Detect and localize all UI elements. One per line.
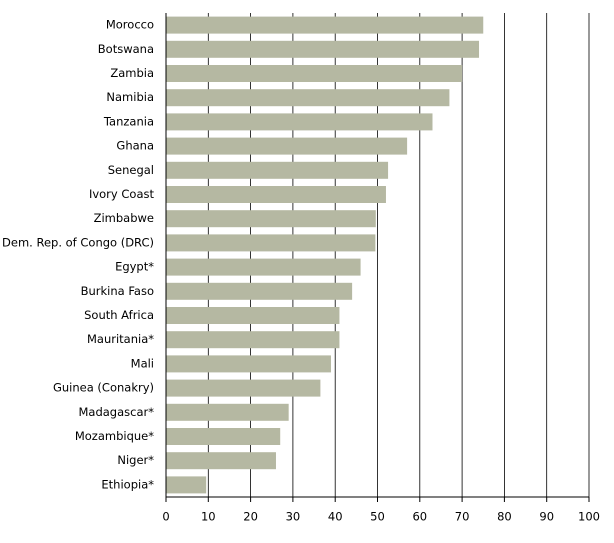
- bar: [166, 307, 340, 324]
- x-tick-label: 20: [243, 510, 258, 524]
- x-tick-label: 60: [412, 510, 427, 524]
- y-tick-label: South Africa: [84, 308, 154, 322]
- bar: [166, 40, 480, 58]
- y-tick-label: Dem. Rep. of Congo (DRC): [2, 235, 154, 249]
- y-tick-label: Burkina Faso: [81, 284, 154, 298]
- bar: [166, 403, 289, 421]
- x-tick-label: 0: [162, 510, 169, 524]
- bar: [166, 282, 353, 300]
- y-tick-label: Egypt*: [115, 260, 154, 274]
- bar: [166, 379, 321, 397]
- bar: [166, 65, 463, 82]
- x-tick-label: 70: [455, 510, 470, 524]
- y-tick-label: Ethiopia*: [101, 477, 154, 491]
- x-tick-label: 50: [370, 510, 385, 524]
- y-tick-label: Mauritania*: [87, 332, 154, 346]
- x-tick-label: 80: [497, 510, 512, 524]
- bar: [166, 234, 376, 252]
- y-tick-label: Namibia: [106, 90, 154, 104]
- y-tick-label: Mozambique*: [75, 429, 154, 443]
- y-tick-label: Madagascar*: [78, 405, 154, 419]
- x-tick-label: 10: [201, 510, 216, 524]
- bar: [166, 476, 207, 494]
- bar: [166, 452, 276, 470]
- bar: [166, 16, 484, 34]
- y-tick-label: Guinea (Conakry): [53, 381, 154, 395]
- bar: [166, 161, 389, 179]
- y-tick-label: Ivory Coast: [89, 187, 155, 201]
- bar: [166, 428, 281, 445]
- bar: [166, 113, 433, 131]
- bar: [166, 355, 331, 373]
- y-tick-label: Zambia: [110, 66, 154, 80]
- bar: [166, 258, 361, 276]
- y-tick-label: Ghana: [116, 139, 154, 153]
- bar: [166, 331, 340, 349]
- y-tick-label: Morocco: [106, 18, 154, 32]
- x-tick-label: 30: [286, 510, 301, 524]
- bar: [166, 210, 376, 228]
- bar: [166, 89, 450, 107]
- bar: [166, 137, 408, 155]
- x-tick-label: 40: [328, 510, 343, 524]
- y-tick-label: Niger*: [117, 453, 154, 467]
- x-tick-label: 100: [578, 510, 600, 524]
- y-tick-label: Mali: [131, 356, 154, 370]
- x-tick-label: 90: [539, 510, 554, 524]
- y-tick-label: Zimbabwe: [94, 211, 154, 225]
- y-tick-label: Botswana: [98, 42, 154, 56]
- y-tick-label: Tanzania: [103, 114, 154, 128]
- y-tick-label: Senegal: [108, 163, 154, 177]
- bar: [166, 186, 386, 203]
